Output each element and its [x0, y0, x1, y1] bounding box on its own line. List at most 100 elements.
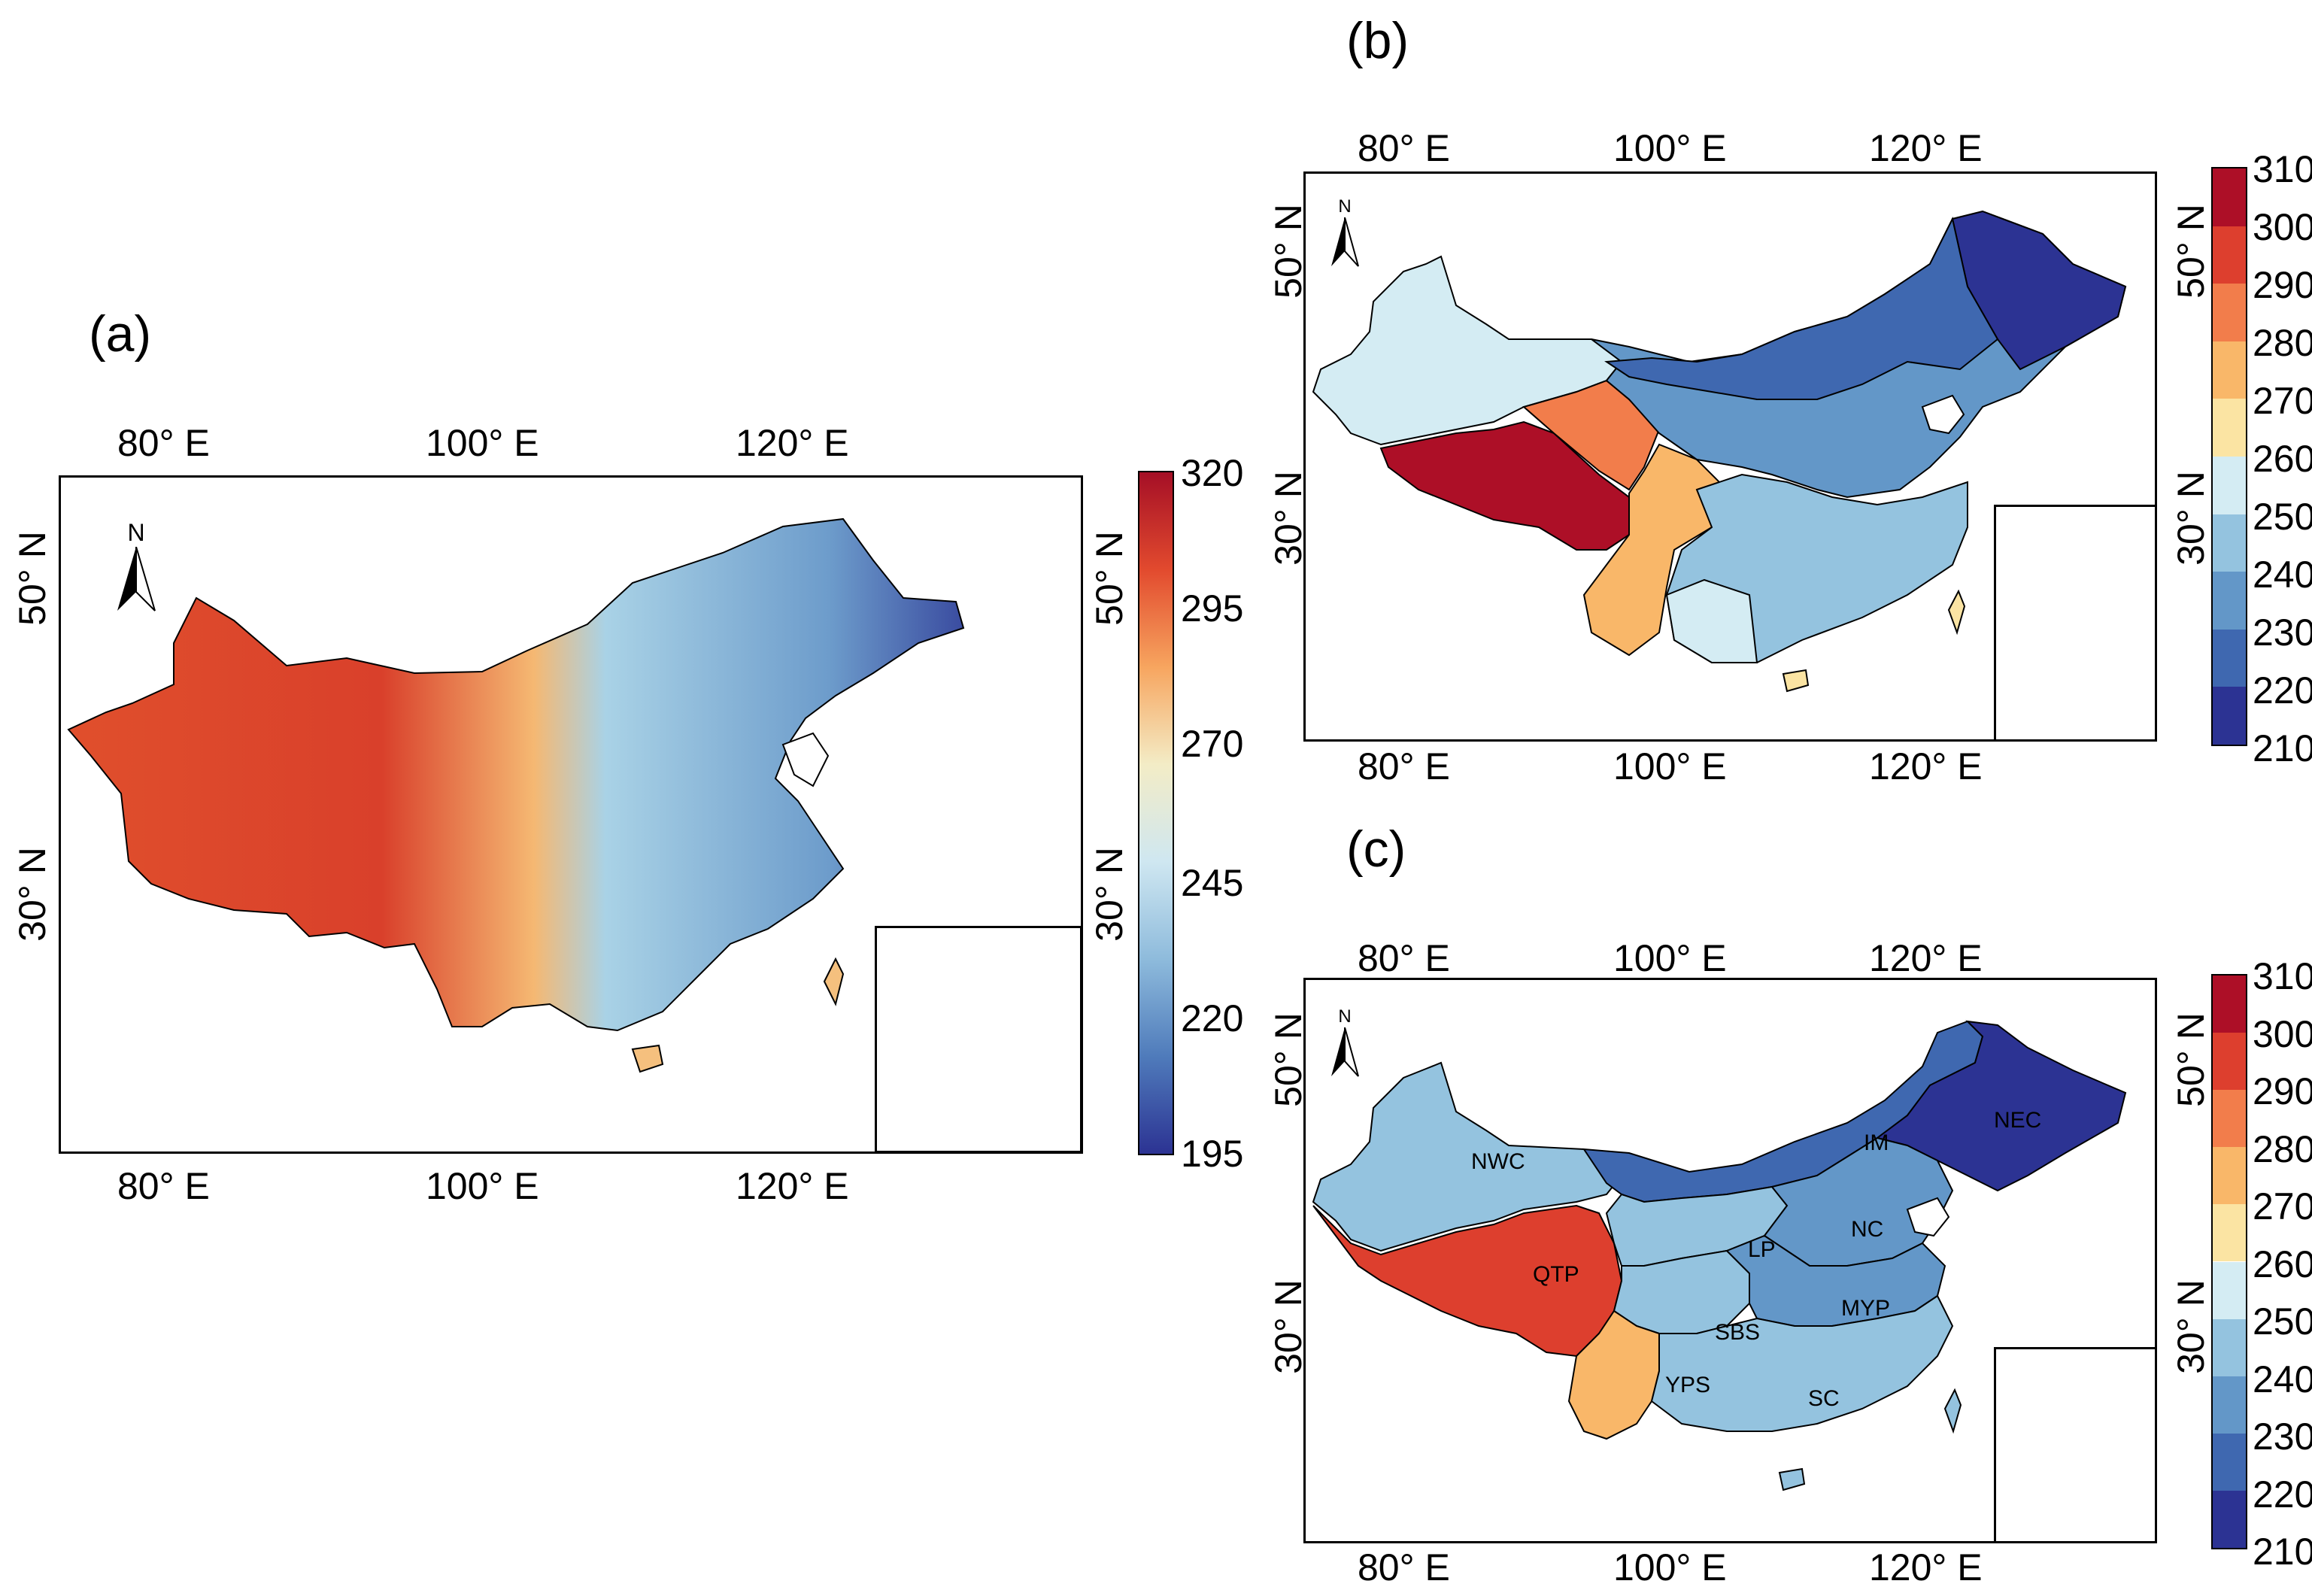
b-cb-310: 310: [2253, 148, 2312, 190]
region-label-sbs: SBS: [1715, 1320, 1761, 1345]
region-label-nec: NEC: [1994, 1108, 2042, 1133]
b-cb-210: 210: [2253, 727, 2312, 769]
a-top-lon-80: 80° E: [117, 422, 210, 464]
b-southwest-region: [1665, 578, 1758, 663]
b-cb-220: 220: [2253, 669, 2312, 712]
region-label-yps: YPS: [1665, 1373, 1711, 1397]
c-bot-lon-80: 80° E: [1358, 1546, 1450, 1588]
region-label-qtp: QTP: [1533, 1262, 1579, 1287]
c-cb-250: 250: [2253, 1300, 2312, 1343]
c-cb-260: 260: [2253, 1243, 2312, 1285]
b-bot-lon-100: 100° E: [1613, 745, 1727, 787]
c-bot-lon-100: 100° E: [1613, 1546, 1727, 1588]
a-left-lat-50: 50° N: [11, 531, 53, 626]
north-arrow-icon: [1331, 1027, 1359, 1077]
b-cb-240: 240: [2253, 554, 2312, 596]
c-seg-230-240: [2213, 1376, 2246, 1434]
north-letter-b: N: [1338, 196, 1352, 217]
c-cb-270: 270: [2253, 1185, 2312, 1227]
a-cb-245: 245: [1181, 862, 1244, 904]
hainan-c: [1778, 1467, 1806, 1491]
north-arrow-icon: [117, 546, 156, 611]
b-seg-240-250: [2213, 514, 2246, 572]
north-arrow-icon: [1331, 217, 1359, 267]
north-letter-a: N: [127, 519, 145, 546]
b-cb-280: 280: [2253, 322, 2312, 364]
map-a-svg: [67, 517, 965, 1073]
a-bot-lon-80: 80° E: [117, 1165, 210, 1207]
b-inner-mongolia-region: [1604, 217, 1999, 400]
map-frame-a: N: [59, 475, 1083, 1154]
region-sc: [1650, 1294, 1954, 1432]
b-seg-260-270: [2213, 399, 2246, 457]
panel-a-label: (a): [89, 305, 152, 363]
b-seg-290-300: [2213, 226, 2246, 284]
b-qinghai-region: [1522, 379, 1661, 491]
c-top-lon-120: 120° E: [1869, 937, 1983, 979]
c-seg-300-310: [2213, 976, 2246, 1033]
c-right-lat-30: 30° N: [2169, 1279, 2212, 1374]
b-sichuan-yunnan-region: [1582, 443, 1728, 657]
c-seg-290-300: [2213, 1033, 2246, 1091]
b-cb-260: 260: [2253, 438, 2312, 480]
south-china-sea-inset-a: [875, 926, 1081, 1151]
a-cb-195: 195: [1181, 1133, 1244, 1175]
b-cb-290: 290: [2253, 264, 2312, 306]
a-top-lon-120: 120° E: [736, 422, 849, 464]
b-seg-210-220: [2213, 687, 2246, 745]
region-nec: [1875, 1020, 2127, 1192]
c-cb-220: 220: [2253, 1473, 2312, 1516]
region-label-sc: SC: [1808, 1386, 1840, 1411]
b-right-lat-30: 30° N: [2169, 471, 2212, 566]
b-seg-250-260: [2213, 457, 2246, 514]
b-bot-lon-80: 80° E: [1358, 745, 1450, 787]
a-right-lat-50: 50° N: [1088, 531, 1130, 626]
bohai-gulf-c: [1906, 1197, 1950, 1237]
region-label-lp: LP: [1748, 1237, 1776, 1262]
c-cb-240: 240: [2253, 1358, 2312, 1400]
panel-b-label: (b): [1346, 12, 1409, 69]
c-bot-lon-120: 120° E: [1869, 1546, 1983, 1588]
a-cb-220: 220: [1181, 997, 1244, 1039]
a-cb-295: 295: [1181, 587, 1244, 630]
colorbar-b: [2211, 167, 2247, 746]
c-cb-290: 290: [2253, 1070, 2312, 1112]
a-right-lat-30: 30° N: [1088, 847, 1130, 942]
c-seg-240-250: [2213, 1318, 2246, 1376]
b-seg-300-310: [2213, 168, 2246, 226]
b-right-lat-50: 50° N: [2169, 204, 2212, 299]
c-seg-280-290: [2213, 1090, 2246, 1148]
hainan-a: [631, 1044, 664, 1073]
taiwan-a: [823, 957, 845, 1006]
colorbar-a: [1138, 471, 1174, 1155]
b-bot-lon-120: 120° E: [1869, 745, 1983, 787]
map-c-svg: [1312, 1020, 2127, 1491]
region-label-nwc: NWC: [1471, 1149, 1525, 1174]
c-seg-210-220: [2213, 1490, 2246, 1548]
c-seg-260-270: [2213, 1204, 2246, 1262]
b-top-lon-120: 120° E: [1869, 127, 1983, 169]
hainan-b: [1782, 669, 1810, 693]
a-left-lat-30: 30° N: [11, 847, 53, 942]
c-cb-230: 230: [2253, 1415, 2312, 1458]
north-arrow-b: N: [1328, 196, 1361, 274]
c-seg-250-260: [2213, 1261, 2246, 1319]
c-cb-310: 310: [2253, 955, 2312, 997]
b-seg-270-280: [2213, 341, 2246, 399]
b-cb-300: 300: [2253, 206, 2312, 248]
bohai-gulf-a: [781, 732, 830, 787]
b-seg-230-240: [2213, 572, 2246, 630]
map-b-svg: [1312, 210, 2127, 693]
c-right-lat-50: 50° N: [2169, 1012, 2212, 1107]
c-top-lon-80: 80° E: [1358, 937, 1450, 979]
b-top-lon-80: 80° E: [1358, 127, 1450, 169]
china-map-a: [67, 517, 965, 1032]
b-seg-280-290: [2213, 284, 2246, 341]
c-seg-270-280: [2213, 1147, 2246, 1205]
region-label-myp: MYP: [1841, 1296, 1891, 1321]
colorbar-c: [2211, 974, 2247, 1549]
b-cb-250: 250: [2253, 496, 2312, 538]
bohai-gulf-b: [1921, 394, 1965, 435]
region-label-im: IM: [1864, 1130, 1889, 1155]
b-top-lon-100: 100° E: [1613, 127, 1727, 169]
